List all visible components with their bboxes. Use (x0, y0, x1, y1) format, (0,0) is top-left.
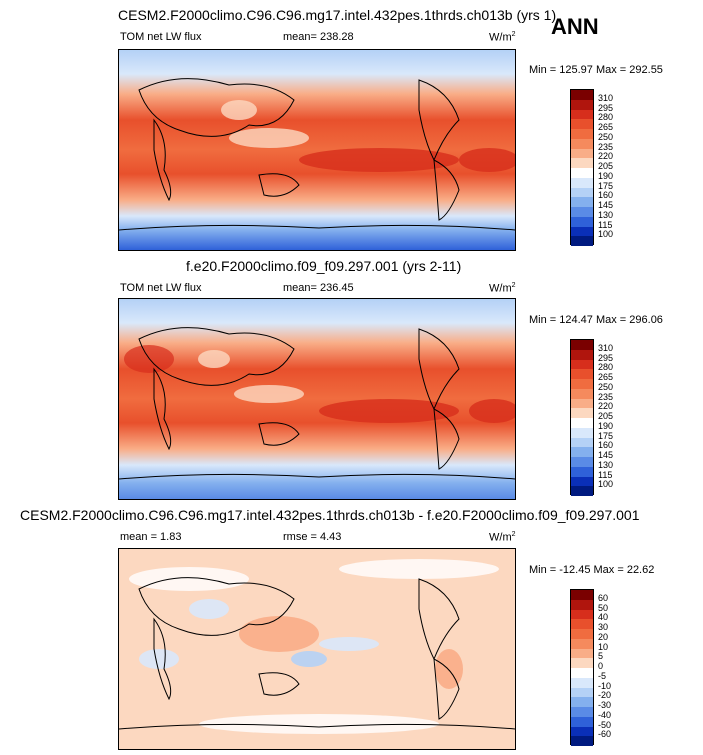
panel-1-map (118, 49, 516, 251)
panel-2-tick: 145 (598, 450, 614, 460)
panel-3-map-field (119, 549, 515, 749)
panel-3-tick: -10 (598, 681, 612, 691)
panel-2-title: f.e20.F2000climo.f09_f09.297.001 (yrs 2-… (186, 258, 462, 274)
panel-3-tick: -30 (598, 700, 612, 710)
season-label: ANN (551, 14, 599, 39)
panel-1-tick: 280 (598, 112, 614, 122)
panel-3-tick: 0 (598, 661, 604, 671)
panel-2-tick: 250 (598, 382, 614, 392)
panel-3-tick: -50 (598, 720, 612, 730)
panel-2-map-field (119, 299, 515, 499)
panel-2-tick: 265 (598, 372, 614, 382)
panel-1-tick: 130 (598, 210, 614, 220)
panel-3-minmax: Min = -12.45 Max = 22.62 (529, 564, 655, 576)
panel-2-tick: 280 (598, 362, 614, 372)
panel-2-units: W/m2 (489, 282, 516, 295)
panel-1-mean: mean= 238.28 (283, 31, 354, 43)
panel-2-tick: 115 (598, 470, 613, 480)
panel-3-tick: -40 (598, 710, 612, 720)
panel-3-tick: 30 (598, 622, 609, 632)
panel-3-rmse: rmse = 4.43 (283, 531, 342, 543)
panel-1-minmax: Min = 125.97 Max = 292.55 (529, 64, 663, 76)
panel-2-minmax: Min = 124.47 Max = 296.06 (529, 314, 663, 326)
panel-1-tick: 220 (598, 151, 614, 161)
panel-1-field-label: TOM net LW flux (120, 31, 202, 43)
panel-3-tick: 5 (598, 651, 604, 661)
panel-2-tick: 310 (598, 343, 614, 353)
panel-1-tick: 205 (598, 161, 614, 171)
panel-1-tick: 100 (598, 229, 614, 239)
panel-1-tick: 250 (598, 132, 614, 142)
panel-1-tick: 145 (598, 200, 614, 210)
panel-1-tick: 310 (598, 93, 614, 103)
panel-2-tick: 100 (598, 479, 614, 489)
panel-2-tick: 295 (598, 353, 614, 363)
panel-3-tick: -20 (598, 690, 612, 700)
panel-1-colorbar (570, 89, 594, 246)
panel-1-units: W/m2 (489, 31, 516, 44)
panel-1-tick: 295 (598, 103, 614, 113)
panel-1-tick: 115 (598, 220, 613, 230)
panel-3-map (118, 548, 516, 750)
panel-1-tick: 265 (598, 122, 614, 132)
panel-3-tick: 20 (598, 632, 609, 642)
panel-1-tick: 175 (598, 181, 614, 191)
panel-3-tick: 60 (598, 593, 609, 603)
panel-2-field-label: TOM net LW flux (120, 282, 202, 294)
panel-3-units: W/m2 (489, 531, 516, 544)
panel-2-mean: mean= 236.45 (283, 282, 354, 294)
panel-3-colorbar (570, 589, 594, 746)
panel-2-colorbar (570, 339, 594, 496)
panel-2-tick: 235 (598, 392, 614, 402)
panel-2-tick: 130 (598, 460, 614, 470)
panel-3-tick: -5 (598, 671, 607, 681)
panel-1-tick: 235 (598, 142, 614, 152)
panel-1-map-field (119, 50, 515, 250)
panel-3-title: CESM2.F2000climo.C96.C96.mg17.intel.432p… (20, 507, 640, 523)
panel-3-tick: 10 (598, 642, 609, 652)
panel-1-tick: 190 (598, 171, 614, 181)
panel-2-tick: 190 (598, 421, 614, 431)
panel-3-mean: mean = 1.83 (120, 531, 182, 543)
panel-3-tick: -60 (598, 729, 612, 739)
panel-3-tick: 40 (598, 612, 609, 622)
panel-2-tick: 160 (598, 440, 614, 450)
panel-2-map (118, 298, 516, 500)
panel-2-tick: 205 (598, 411, 614, 421)
panel-1-tick: 160 (598, 190, 614, 200)
panel-2-tick: 175 (598, 431, 614, 441)
panel-1-title: CESM2.F2000climo.C96.C96.mg17.intel.432p… (118, 7, 557, 23)
panel-2-tick: 220 (598, 401, 614, 411)
panel-3-tick: 50 (598, 603, 609, 613)
